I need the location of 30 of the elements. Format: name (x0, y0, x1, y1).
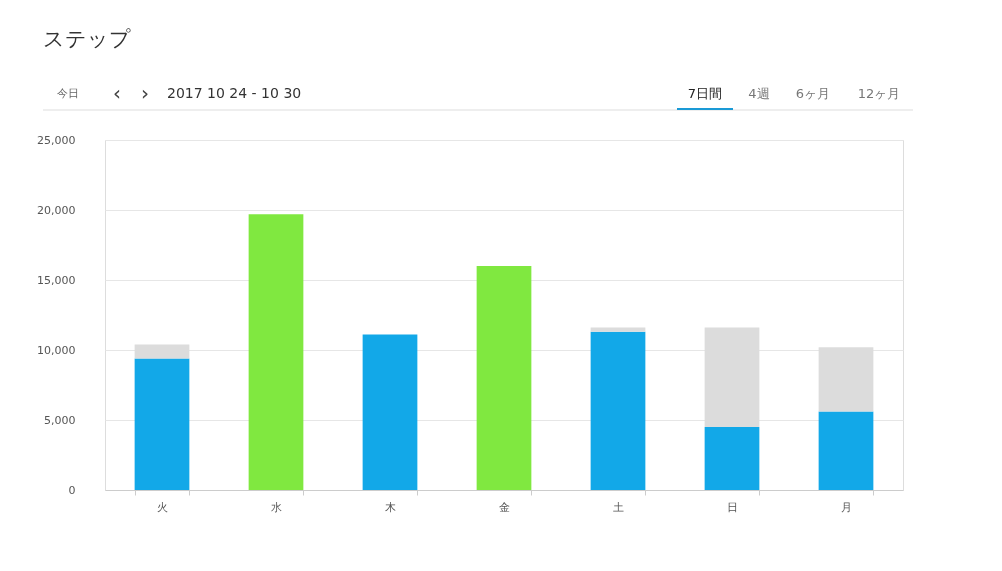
y-tick-label: 10,000 (37, 343, 76, 357)
x-tick-label: 火 (157, 500, 168, 514)
y-tick-label: 0 (68, 483, 76, 497)
text: 7日間 (687, 86, 723, 101)
y-tick-label: 5,000 (44, 413, 76, 427)
x-tick-label: 月 (841, 500, 852, 514)
y-tick-label: 25,000 (37, 133, 76, 147)
chart-title: ステップ (43, 27, 131, 51)
y-tick-label: 20,000 (37, 203, 76, 217)
bar (590, 331, 646, 490)
y-tick-label: 15,000 (37, 273, 76, 287)
bar (362, 334, 418, 490)
text: ‹ (113, 81, 121, 105)
bar (590, 327, 646, 332)
text: 今日 (57, 87, 79, 100)
bar (248, 214, 304, 490)
x-tick-label: 土 (613, 500, 624, 514)
x-tick-label: 木 (385, 500, 396, 514)
bar (818, 411, 874, 490)
text: 2017 10 24 - 10 30 (167, 85, 302, 101)
text: 6ヶ月 (795, 86, 831, 101)
text: 12ヶ月 (857, 86, 901, 101)
x-tick-label: 水 (271, 500, 282, 514)
text: › (141, 81, 149, 105)
bar (476, 266, 532, 490)
text: 4週 (748, 86, 770, 101)
x-tick-label: 日 (727, 500, 738, 514)
bar (134, 358, 190, 490)
bar (704, 427, 760, 490)
x-tick-label: 金 (499, 500, 510, 514)
